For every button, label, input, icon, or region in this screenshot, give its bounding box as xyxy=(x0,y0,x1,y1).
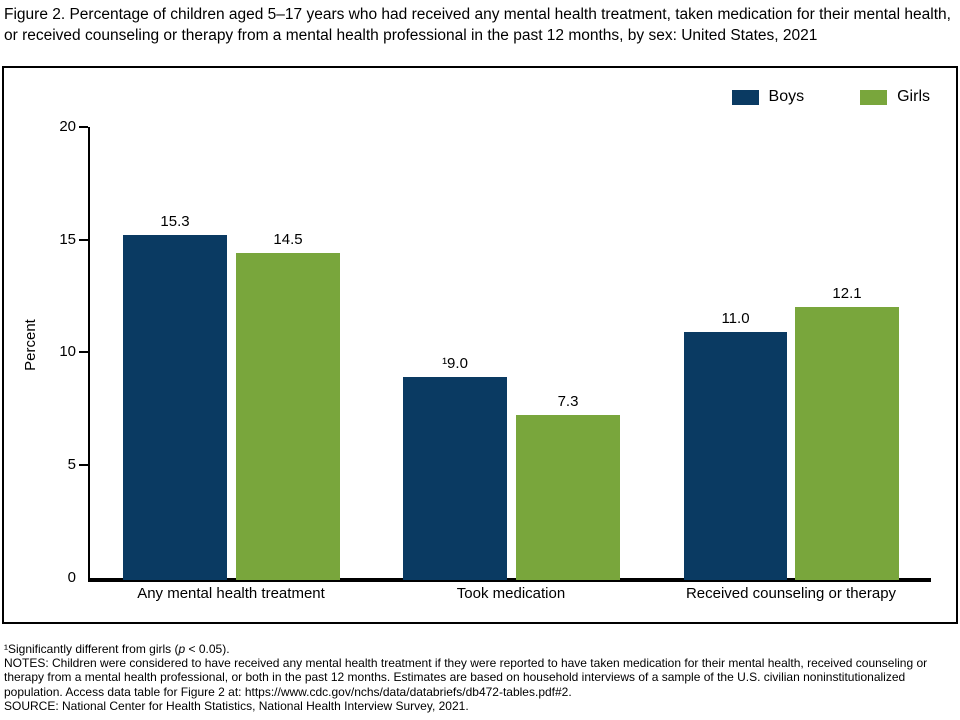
bar-boys-any-treatment: 15.3 xyxy=(123,213,227,580)
bar-value-label: 11.0 xyxy=(721,310,750,327)
legend-label-boys: Boys xyxy=(768,88,805,105)
y-tick-label-20: 20 xyxy=(59,118,76,135)
footnotes: ¹Significantly different from girls (p <… xyxy=(4,642,954,713)
bar-value-label: 15.3 xyxy=(160,213,190,230)
category-label-took-medication: Took medication xyxy=(456,585,566,602)
bar-girls-took-medication: 7.3 xyxy=(516,393,620,580)
footnote-source: SOURCE: National Center for Health Stati… xyxy=(4,698,469,713)
y-axis-line xyxy=(88,127,90,578)
y-tick-mark xyxy=(79,464,88,466)
bar-boys-took-medication: ¹9.0 xyxy=(403,355,507,580)
figure-title: Figure 2. Percentage of children aged 5–… xyxy=(4,6,951,44)
legend-swatch-boys xyxy=(731,89,759,105)
legend: Boys Girls xyxy=(731,88,930,106)
y-tick-label-5: 5 xyxy=(67,456,76,473)
y-tick-label-15: 15 xyxy=(59,231,76,248)
bar-value-label: 7.3 xyxy=(557,393,579,410)
y-tick-label-0: 0 xyxy=(67,569,76,586)
y-tick-label-10: 10 xyxy=(59,343,76,360)
footnote-significance-text: ¹Significantly different from girls ( xyxy=(4,642,179,656)
bar-value-label: 12.1 xyxy=(832,285,862,302)
bar-girls-any-treatment: 14.5 xyxy=(236,231,340,580)
chart-frame: Boys Girls Percent 20 15 10 5 0 15.3 14.… xyxy=(2,66,958,624)
bar-value-label: ¹9.0 xyxy=(442,355,468,372)
category-label-any-treatment: Any mental health treatment xyxy=(137,585,325,602)
bar-value-label: 14.5 xyxy=(273,231,303,248)
legend-swatch-girls xyxy=(860,89,888,105)
legend-label-girls: Girls xyxy=(897,88,930,105)
y-tick-mark xyxy=(79,239,88,241)
footnote-significance: ¹Significantly different from girls (p <… xyxy=(4,642,954,656)
footnote-significance-text: < 0.05). xyxy=(185,642,230,656)
x-axis-line xyxy=(88,578,931,582)
bar-boys-counseling-therapy: 11.0 xyxy=(684,310,787,580)
category-label-counseling-therapy: Received counseling or therapy xyxy=(685,585,897,602)
footnote-p-italic: p xyxy=(178,642,186,656)
footnote-notes: NOTES: Children were considered to have … xyxy=(4,656,928,699)
y-tick-mark xyxy=(79,351,88,353)
y-tick-mark xyxy=(79,126,88,128)
bar-girls-counseling-therapy: 12.1 xyxy=(795,285,899,580)
